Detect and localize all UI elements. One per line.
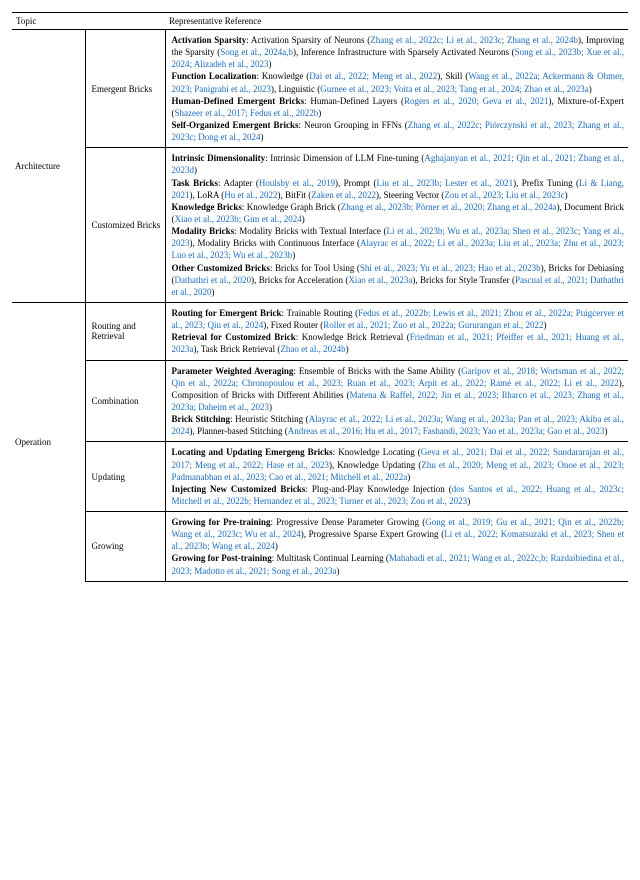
content-cell: Routing for Emergent Brick: Trainable Ro… (165, 302, 628, 360)
reference-table: Topic Representative Reference Architect… (12, 12, 628, 582)
content-cell: Activation Sparsity: Activation Sparsity… (165, 30, 628, 148)
subtopic-cell: Emergent Bricks (85, 30, 165, 148)
subtopic-cell: Combination (85, 360, 165, 442)
subtopic-cell: Routing and Retrieval (85, 302, 165, 360)
content-cell: Locating and Updating Emergeng Bricks: K… (165, 442, 628, 512)
topic-cell: Operation (12, 302, 85, 581)
content-cell: Growing for Pre-training: Progressive De… (165, 512, 628, 582)
subtopic-cell: Growing (85, 512, 165, 582)
topic-cell: Architecture (12, 30, 85, 303)
subtopic-cell: Customized Bricks (85, 148, 165, 303)
subtopic-cell: Updating (85, 442, 165, 512)
header-reference: Representative Reference (165, 13, 628, 30)
content-cell: Parameter Weighted Averaging: Ensemble o… (165, 360, 628, 442)
content-cell: Intrinsic Dimensionality: Intrinsic Dime… (165, 148, 628, 303)
header-topic: Topic (12, 13, 85, 30)
